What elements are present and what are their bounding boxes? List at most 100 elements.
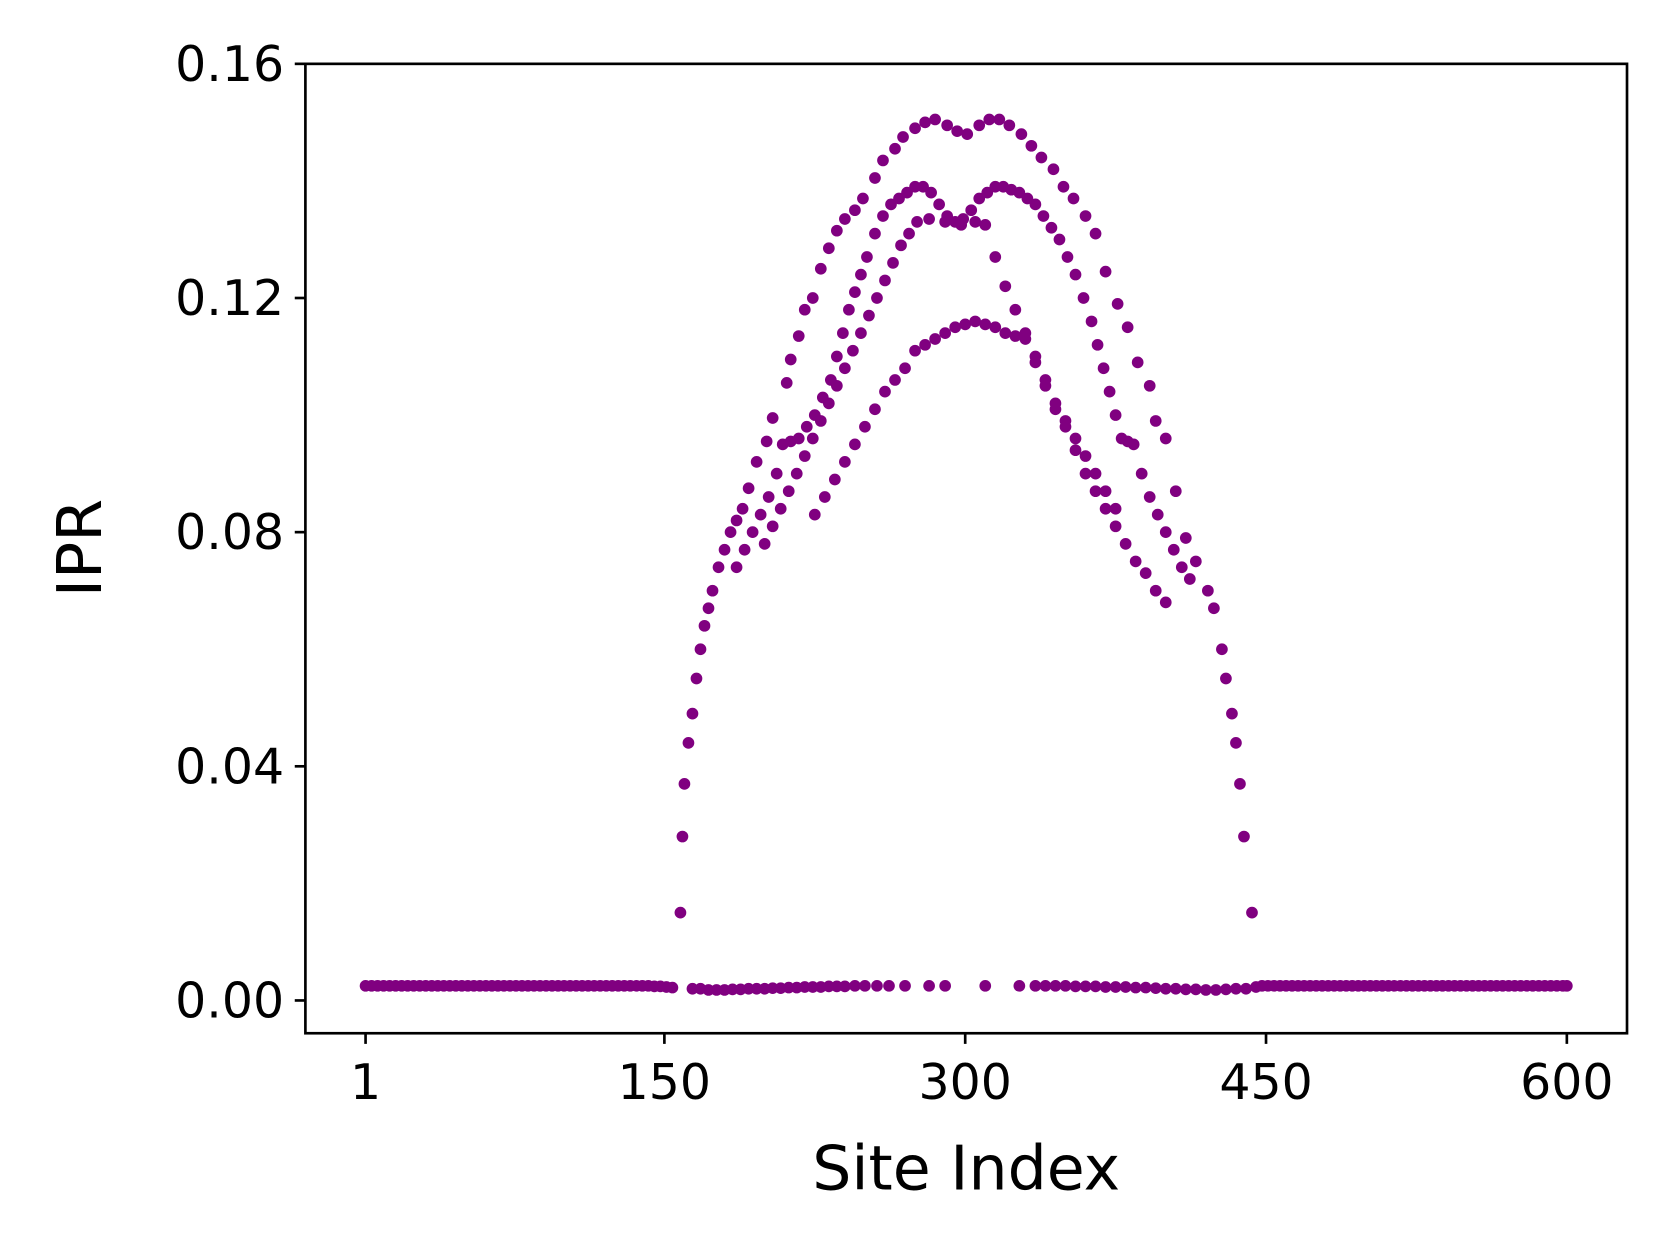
y-tick-label: 0.08: [175, 504, 284, 561]
scatter-point: [855, 268, 867, 281]
scatter-point: [849, 979, 861, 992]
scatter-point: [828, 473, 841, 486]
scatter-point: [1089, 485, 1102, 498]
scatter-point: [1139, 567, 1152, 579]
scatter-point: [818, 491, 831, 503]
scatter-point: [1246, 906, 1258, 919]
scatter-point: [1143, 491, 1156, 503]
scatter-point: [1035, 151, 1048, 164]
scatter-point: [979, 979, 992, 992]
scatter-point: [999, 280, 1012, 293]
scatter-point: [690, 672, 703, 685]
scatter-point: [1069, 980, 1082, 993]
scatter-point: [885, 198, 897, 211]
scatter-point: [855, 327, 867, 339]
scatter-point: [843, 303, 855, 316]
scatter-point: [746, 526, 759, 539]
scatter-point: [710, 984, 723, 996]
scatter-point: [887, 257, 899, 269]
scatter-point: [822, 397, 835, 410]
scatter-point: [839, 213, 851, 225]
scatter-point: [1099, 265, 1112, 278]
scatter-point: [814, 262, 827, 275]
scatter-point: [839, 456, 851, 468]
scatter-point: [1119, 981, 1132, 993]
scatter-point: [1230, 982, 1242, 995]
scatter-point: [822, 980, 835, 993]
scatter-point: [830, 379, 843, 392]
x-tick-label: 300: [918, 1054, 1011, 1111]
scatter-point: [806, 432, 819, 445]
scatter-point: [1021, 192, 1034, 205]
scatter-point: [895, 239, 907, 252]
scatter-point: [893, 192, 905, 205]
scatter-point: [1183, 573, 1196, 585]
scatter-point: [861, 251, 873, 263]
scatter-point: [1149, 415, 1162, 427]
scatter-point: [1059, 979, 1072, 992]
scatter-point: [800, 420, 813, 433]
scatter-point: [698, 619, 711, 632]
scatter-point: [859, 420, 871, 433]
scatter-point: [1240, 982, 1252, 995]
scatter-point: [702, 602, 715, 615]
scatter-point: [903, 227, 915, 240]
scatter-point: [923, 213, 935, 225]
scatter-point: [1159, 596, 1172, 609]
scatter-point: [1013, 979, 1026, 992]
scatter-point: [1091, 338, 1104, 351]
y-tick-label: 0.12: [175, 270, 284, 327]
scatter-point: [981, 186, 994, 199]
scatter-point: [883, 979, 895, 992]
scatter-point: [682, 737, 695, 749]
scatter-point: [830, 980, 843, 993]
scatter-point: [879, 385, 891, 398]
scatter-point: [1200, 984, 1212, 996]
scatter-point: [923, 979, 935, 992]
scatter-point: [939, 979, 952, 992]
scatter-point: [869, 227, 881, 240]
scatter-point: [1057, 180, 1070, 193]
scatter-point: [939, 327, 952, 339]
x-axis-label: Site Index: [812, 1133, 1120, 1205]
scatter-point: [1208, 602, 1220, 615]
scatter-point: [929, 333, 941, 345]
scatter-point: [1029, 979, 1042, 992]
scatter-point: [766, 412, 779, 424]
scatter-point: [1049, 397, 1062, 410]
scatter-point: [965, 204, 978, 217]
scatter-point: [1109, 981, 1122, 993]
scatter-point: [1039, 979, 1052, 992]
scatter-point: [718, 543, 731, 556]
scatter-point: [1009, 303, 1022, 316]
scatter-point: [919, 116, 931, 129]
scatter-point: [784, 353, 797, 366]
scatter-point: [750, 456, 763, 468]
scatter-point: [792, 432, 805, 445]
scatter-point: [1143, 379, 1156, 392]
scatter-point: [712, 561, 725, 574]
scatter-point: [869, 403, 881, 416]
scatter-point: [798, 981, 811, 993]
scatter-point: [830, 224, 843, 237]
scatter-point: [863, 309, 875, 322]
scatter-point: [979, 318, 992, 331]
scatter-point: [1220, 983, 1232, 996]
scatter-point: [909, 180, 921, 193]
scatter-point: [859, 979, 871, 992]
scatter-point: [839, 980, 851, 993]
scatter-point: [989, 180, 1002, 193]
scatter-point: [1025, 139, 1038, 152]
scatter-point: [1179, 983, 1192, 996]
scatter-point: [1085, 315, 1098, 328]
scatter-point: [1109, 409, 1122, 421]
scatter-point: [1079, 210, 1092, 222]
scatter-point: [933, 198, 945, 211]
scatter-point: [929, 113, 941, 126]
scatter-point: [847, 344, 859, 357]
scatter-point: [806, 981, 819, 993]
scatter-point: [1099, 485, 1112, 498]
scatter-point: [1099, 981, 1112, 993]
scatter-point: [1047, 163, 1060, 176]
scatter-point: [1037, 210, 1050, 222]
